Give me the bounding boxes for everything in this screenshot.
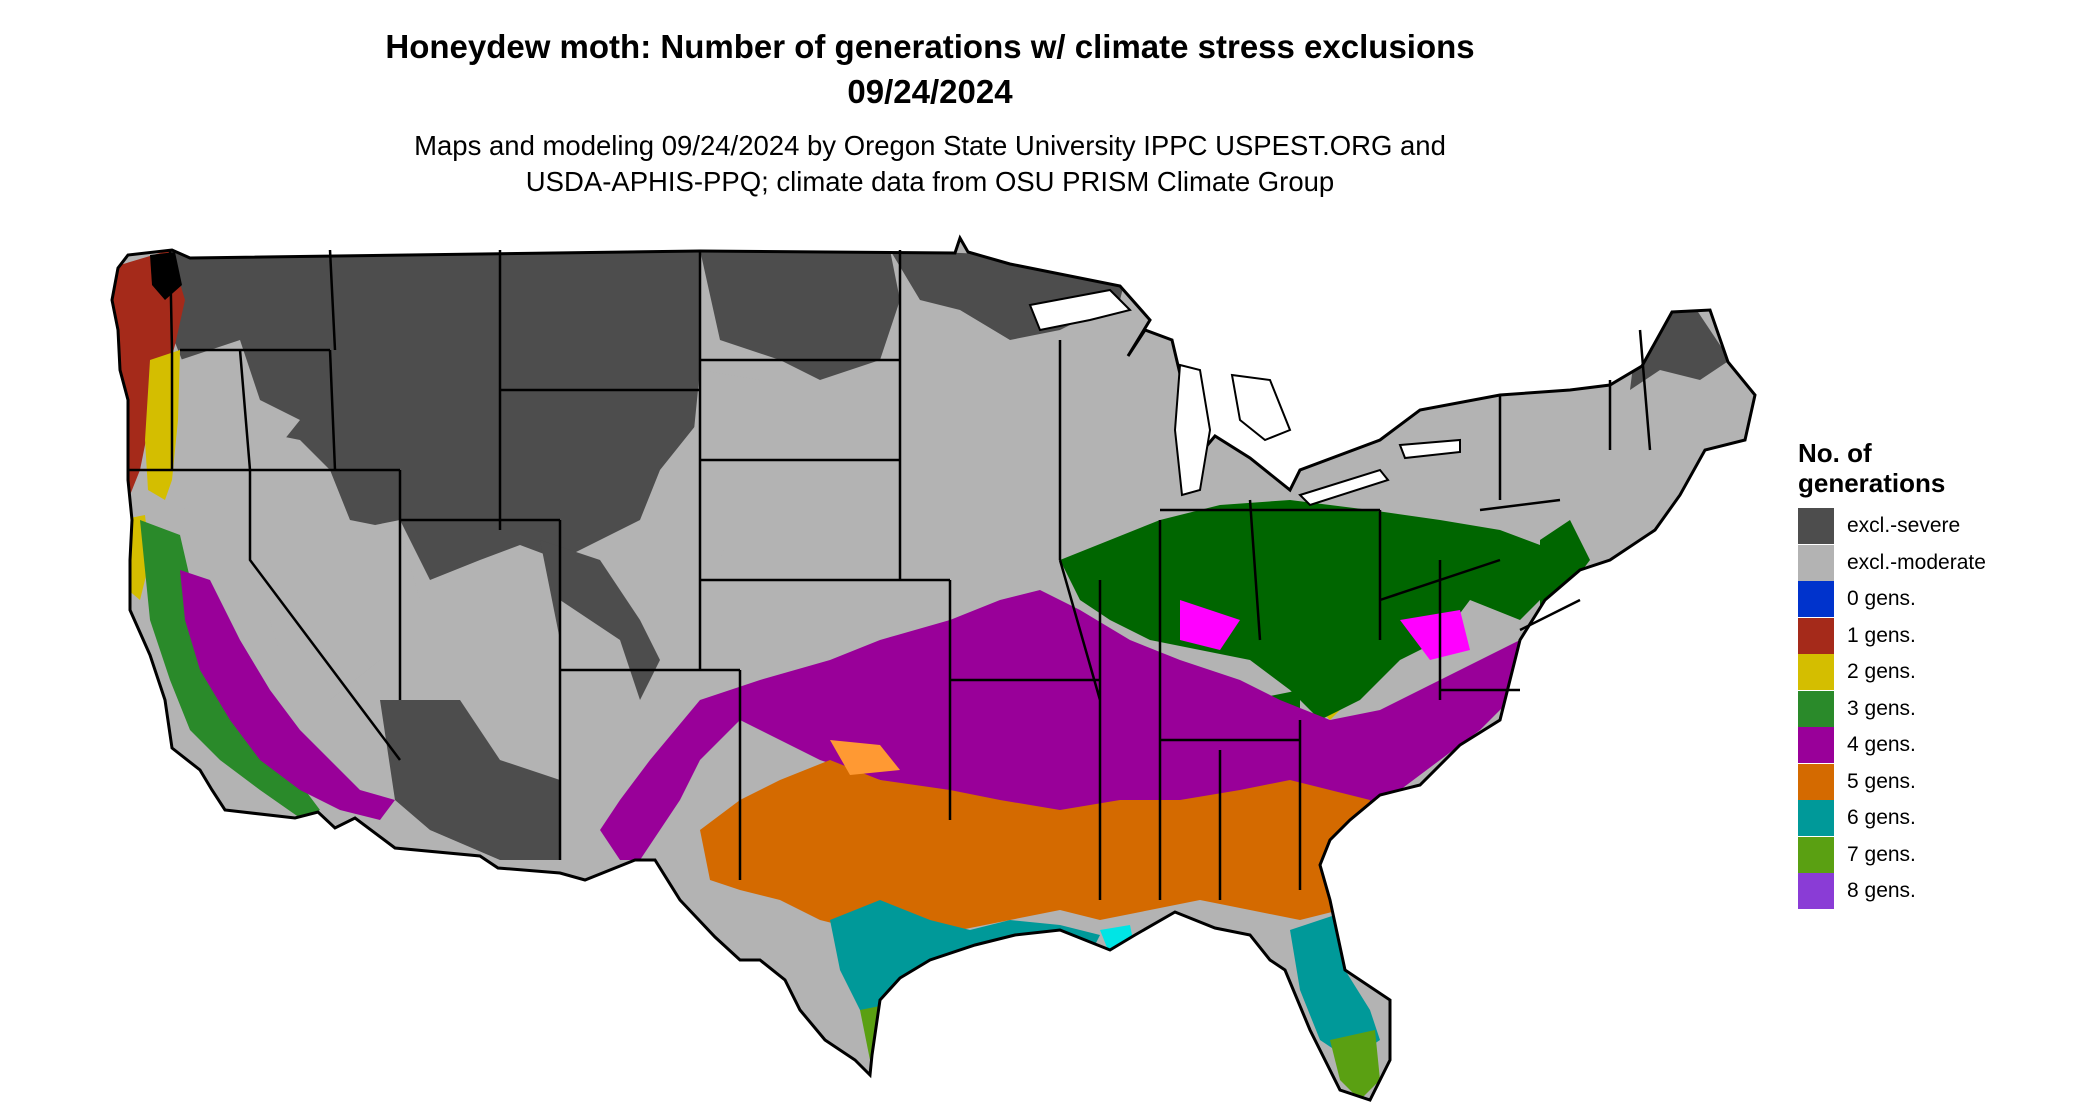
legend-title: No. of generations xyxy=(1798,438,2088,498)
lake-erie xyxy=(1298,468,1390,507)
legend-item: 6 gens. xyxy=(1798,800,2088,837)
legend-label: excl.-severe xyxy=(1847,514,1961,537)
gen4-zone xyxy=(180,570,395,820)
severe-exclusion-zone xyxy=(540,540,660,700)
legend-title-line-2: generations xyxy=(1798,468,1946,498)
lake-michigan xyxy=(1173,363,1212,497)
state-boundaries xyxy=(128,249,1652,900)
lake-huron xyxy=(1230,373,1292,442)
legend-label: excl.-moderate xyxy=(1847,550,1986,574)
legend-item: excl.-severe xyxy=(1798,508,2088,545)
legend-swatch xyxy=(1798,800,1834,836)
map-title: Honeydew moth: Number of generations w/ … xyxy=(385,28,1475,65)
severe-exclusion-zone xyxy=(380,700,560,860)
legend-title-line-1: No. of xyxy=(1798,438,1872,468)
legend-swatch xyxy=(1798,690,1834,727)
legend-swatch xyxy=(1798,873,1834,909)
gen4-edge xyxy=(1400,610,1470,660)
legend-label: 4 gens. xyxy=(1847,733,1916,756)
lake-ontario xyxy=(1398,438,1461,460)
legend-item: 2 gens. xyxy=(1798,654,2088,691)
legend-swatch xyxy=(1798,654,1834,690)
gen4-edge xyxy=(1180,600,1240,650)
legend-item: 5 gens. xyxy=(1798,763,2088,801)
legend-label: 7 gens. xyxy=(1847,842,1916,866)
legend-swatch xyxy=(1798,544,1834,581)
gen6-edge xyxy=(1100,925,1135,955)
legend-swatch xyxy=(1798,508,1834,544)
legend-item: 3 gens. xyxy=(1798,690,2088,728)
legend-swatch xyxy=(1798,836,1834,873)
legend-swatch xyxy=(1798,581,1834,617)
legend-label: 6 gens. xyxy=(1847,806,1916,829)
lake-superior xyxy=(1028,288,1132,332)
legend-label: 1 gens. xyxy=(1847,623,1916,647)
map-date: 09/24/2024 xyxy=(847,73,1013,110)
map-credit-line-2: USDA-APHIS-PPQ; climate data from OSU PR… xyxy=(525,166,1335,197)
legend-item: excl.-moderate xyxy=(1798,544,2088,582)
legend: No. of generations excl.-severe excl.-mod… xyxy=(1798,438,2088,910)
gen3-zone xyxy=(1540,520,1590,610)
legend-label: 5 gens. xyxy=(1847,769,1916,793)
legend-item: 0 gens. xyxy=(1798,581,2088,618)
legend-swatch xyxy=(1798,763,1834,800)
moderate-exclusion-zone xyxy=(250,470,420,700)
legend-label: 3 gens. xyxy=(1847,696,1916,720)
moderate-exclusion-zone xyxy=(560,600,640,720)
legend-item: 7 gens. xyxy=(1798,836,2088,874)
us-generations-map xyxy=(110,236,1757,1102)
severe-exclusion-zone xyxy=(170,250,700,580)
gen3-zone xyxy=(1060,500,1550,720)
gen6-zone xyxy=(1290,915,1380,1060)
moderate-exclusion-zone xyxy=(650,370,760,640)
legend-item: 1 gens. xyxy=(1798,617,2088,655)
legend-label: 8 gens. xyxy=(1847,879,1916,902)
gen5-edge xyxy=(830,740,900,775)
legend-swatch xyxy=(1798,617,1834,654)
legend-item: 4 gens. xyxy=(1798,727,2088,764)
gen7-zone xyxy=(1330,1030,1380,1100)
legend-label: 2 gens. xyxy=(1847,660,1916,683)
legend-label: 0 gens. xyxy=(1847,587,1916,610)
gen8-zone xyxy=(1300,1092,1340,1100)
gen5-zone xyxy=(700,760,1370,940)
map-credit-line-1: Maps and modeling 09/24/2024 by Oregon S… xyxy=(414,130,1446,161)
legend-item: 8 gens. xyxy=(1798,873,2088,910)
great-lakes xyxy=(1028,288,1461,507)
severe-exclusion-zone xyxy=(700,250,900,380)
legend-swatch xyxy=(1798,727,1834,763)
gen1-zone xyxy=(150,252,182,300)
